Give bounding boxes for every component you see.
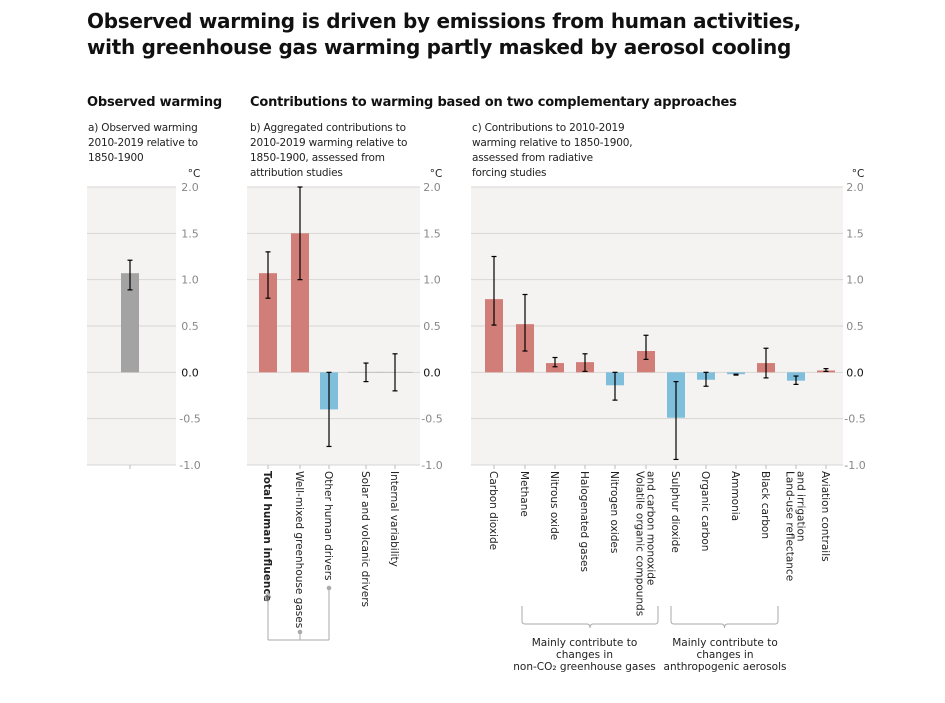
panel-c-subtitle: c) Contributions to 2010-2019 warming re…: [472, 121, 633, 181]
panel-c-subtitle-line: assessed from radiative: [472, 152, 593, 164]
panel-a-subtitle-line: 2010-2019 relative to: [88, 137, 198, 149]
panel-b-subtitle-line: b) Aggregated contributions to: [250, 122, 406, 134]
panel-b-subtitle-line: attribution studies: [250, 167, 343, 179]
group-label-line: non-CO₂ greenhouse gases: [513, 661, 656, 673]
y-tick-label: 0.0: [181, 366, 199, 379]
y-tick-label: -0.5: [844, 413, 865, 426]
y-tick-label: 0.5: [181, 320, 199, 333]
panel-b-subtitle: b) Aggregated contributions to 2010-2019…: [250, 121, 407, 181]
y-tick-label: 1.5: [423, 227, 441, 240]
category-label: Other human drivers: [322, 471, 334, 580]
category-label: Well-mixed greenhouse gases: [293, 471, 305, 628]
panel-b: 2.0 1.5 1.0 0.5 0.0 -0.5 -1.0 °C Total human inf…: [247, 168, 443, 641]
panel-c-subtitle-line: c) Contributions to 2010-2019: [472, 122, 625, 134]
category-label: Carbon dioxide: [487, 471, 499, 550]
bar: [637, 351, 655, 373]
y-tick-label: -0.5: [421, 413, 442, 426]
group-label-aerosols: Mainly contribute to changes in anthropo…: [660, 637, 790, 673]
group-label-line: Mainly contribute to: [531, 637, 638, 649]
panel-c-subtitle-line: forcing studies: [472, 167, 547, 179]
y-tick-label: 1.5: [181, 227, 199, 240]
panel-a-subtitle-line: 1850-1900: [88, 152, 144, 164]
group-label-line: anthropogenic aerosols: [663, 661, 787, 673]
y-tick-label: 1.0: [846, 274, 864, 287]
section-heading-contributions: Contributions to warming based on two co…: [250, 95, 737, 110]
panel-b-subtitle-line: 1850-1900, assessed from: [250, 152, 385, 164]
category-label: Nitrogen oxides: [608, 471, 620, 553]
y-tick-label: 0.5: [423, 320, 441, 333]
y-tick-label: -1.0: [179, 459, 200, 472]
category-label: Solar and volcanic drivers: [359, 471, 371, 607]
y-tick-label: -1.0: [844, 459, 865, 472]
y-tick-label: 2.0: [181, 181, 199, 194]
category-label: Aviation contrails: [819, 471, 831, 562]
y-tick-label: 0.0: [423, 366, 441, 379]
y-tick-label: 0.5: [846, 320, 864, 333]
group-brace: [521, 606, 659, 629]
bar: [121, 273, 139, 373]
y-tick-label: 1.0: [181, 274, 199, 287]
category-label: Sulphur dioxide: [669, 471, 681, 553]
bracket-arrow-total: [264, 590, 272, 640]
category-label: Ammonia: [729, 471, 741, 521]
category-label: and carbon monoxide: [645, 471, 657, 585]
panel-b-subtitle-line: 2010-2019 warming relative to: [250, 137, 408, 149]
y-axis-unit: °C: [188, 168, 201, 180]
group-brace: [670, 606, 779, 629]
y-tick-label: 1.0: [423, 274, 441, 287]
category-label: Internal variability: [388, 471, 400, 567]
panel-a-subtitle-line: a) Observed warming: [88, 122, 198, 134]
y-tick-label: 2.0: [423, 181, 441, 194]
category-label: Land-use reflectance: [784, 471, 796, 581]
bar: [291, 233, 309, 373]
bracket-dot: [297, 629, 303, 635]
bracket-dot: [326, 585, 332, 591]
y-axis-unit: °C: [430, 168, 443, 180]
y-tick-label: 1.5: [846, 227, 864, 240]
category-label: and irrigation: [795, 471, 807, 542]
group-label-line: changes in: [555, 649, 614, 661]
bar: [259, 273, 277, 373]
group-label-line: changes in: [696, 649, 754, 661]
y-tick-label: -1.0: [421, 459, 442, 472]
y-tick-label: 2.0: [846, 181, 864, 194]
panel-c: 2.0 1.5 1.0 0.5 0.0 -0.5 -1.0 °C Carbon dioxide M…: [471, 168, 866, 629]
figure-title: Observed warming is driven by emissions …: [87, 9, 801, 59]
y-tick-label: 0.0: [846, 366, 864, 379]
section-heading-observed: Observed warming: [87, 95, 223, 110]
group-label-line: Mainly contribute to: [672, 637, 778, 649]
category-label: Methane: [518, 471, 530, 517]
panel-c-subtitle-line: warming relative to 1850-1900,: [472, 137, 633, 149]
bar: [485, 299, 503, 373]
category-label: Halogenated gases: [578, 471, 590, 572]
category-label: Black carbon: [759, 471, 771, 539]
bar: [546, 363, 564, 373]
y-axis-unit: °C: [852, 168, 865, 180]
y-tick-label: -0.5: [179, 413, 200, 426]
category-label: Volatile organic compounds: [634, 471, 646, 616]
panel-a: 2.0 1.5 1.0 0.5 0.0 -0.5 -1.0 °C: [87, 168, 201, 472]
category-label: Total human influence: [261, 471, 273, 602]
panel-a-subtitle: a) Observed warming 2010-2019 relative t…: [88, 121, 198, 166]
category-label: Nitrous oxide: [548, 471, 560, 540]
category-label: Organic carbon: [699, 471, 711, 551]
group-label-non-co2-ghg: Mainly contribute to changes in non-CO₂ …: [497, 637, 672, 673]
bar: [727, 372, 745, 375]
